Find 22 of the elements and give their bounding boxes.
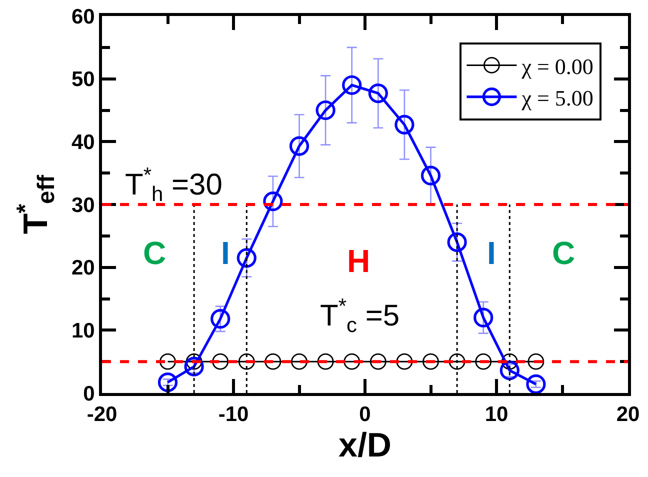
annotation: C (552, 235, 576, 271)
x-tick-label: -10 (218, 403, 249, 426)
x-tick-label: 20 (616, 403, 640, 426)
y-tick-label: 10 (71, 320, 95, 343)
y-tick-label: 50 (71, 68, 95, 92)
annotation: C (143, 235, 166, 271)
ref-line-label: T$^{*}$$_{h}$ =30 (125, 164, 222, 206)
ref-line-label: T$^{*}$$_{c}$ =5 (320, 295, 400, 337)
y-tick-label: 40 (71, 131, 95, 154)
x-tick-label: 0 (359, 403, 371, 426)
x-tick-label: -20 (86, 403, 118, 426)
x-axis-title: x/D (338, 426, 392, 464)
y-tick-label: 30 (71, 194, 95, 217)
legend-label: χ = 5.00 (520, 85, 594, 110)
legend-label: χ = 0.00 (520, 54, 594, 79)
y-tick-label: 0 (83, 382, 95, 406)
annotation: I (487, 235, 496, 271)
y-tick-label: 60 (71, 5, 95, 28)
annotation: I (221, 235, 230, 271)
y-tick-label: 20 (71, 256, 95, 280)
annotation: H (347, 243, 370, 279)
x-tick-label: 10 (484, 403, 508, 426)
